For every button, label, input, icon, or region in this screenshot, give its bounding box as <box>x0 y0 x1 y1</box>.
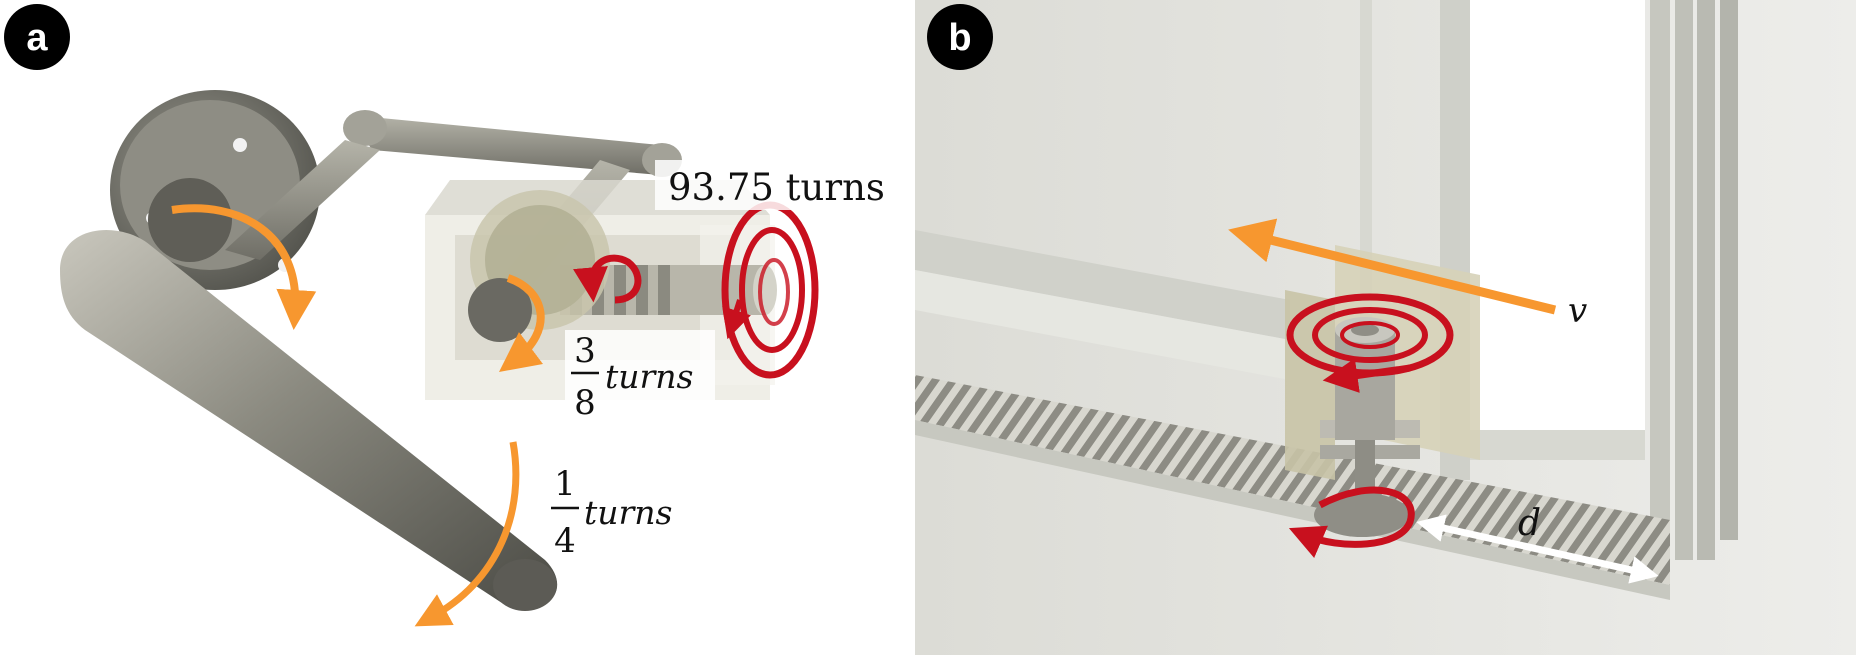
window-opening <box>1470 0 1645 430</box>
gear-turns-denominator: 8 <box>574 383 596 423</box>
panel-b-badge-label: b <box>948 17 971 59</box>
gear-turns-label: 3 8 turns <box>571 331 693 423</box>
panel-b: v d b <box>915 0 1856 655</box>
gear-turns-numerator: 3 <box>574 331 596 371</box>
gear-label-backdrop <box>565 330 715 425</box>
door-handle-lever <box>60 230 558 611</box>
frame-post-3 <box>1697 0 1715 560</box>
distance-label: d <box>1518 503 1541 544</box>
window-sill <box>1470 430 1645 460</box>
upper-rail <box>915 230 1290 340</box>
frame-post-2 <box>1675 0 1693 560</box>
gear-rotation-arrow <box>499 274 545 373</box>
panel-a: a <box>4 4 885 627</box>
worm-label-backdrop <box>655 160 885 210</box>
velocity-label: v <box>1568 291 1587 331</box>
frame-post-1 <box>1650 0 1670 560</box>
handle-turns-numerator: 1 <box>554 464 576 504</box>
panel-a-badge: a <box>4 4 70 70</box>
motor-spiral-arrow <box>1286 293 1454 393</box>
pinion-gear <box>1314 493 1410 537</box>
rose-rotation-arrow <box>171 204 317 330</box>
panel-b-badge: b <box>927 4 993 70</box>
handle-rotation-arrow <box>414 441 520 627</box>
gear-turns-unit: turns <box>605 357 693 396</box>
worm-small-rotation-arrow <box>573 254 642 304</box>
worm-turns-label: 93.75 turns <box>668 166 885 209</box>
handle-turns-unit: turns <box>584 493 672 532</box>
distance-arrow <box>1416 514 1659 584</box>
velocity-arrow <box>1228 218 1557 315</box>
frame-post-4 <box>1720 0 1738 540</box>
handle-turns-denominator: 4 <box>554 521 576 561</box>
upper-rail-face <box>915 270 1290 380</box>
handle-turns-label: 1 4 turns <box>551 464 672 561</box>
pinion-rotation-arrow <box>1288 486 1415 558</box>
panel-a-badge-label: a <box>26 17 48 59</box>
